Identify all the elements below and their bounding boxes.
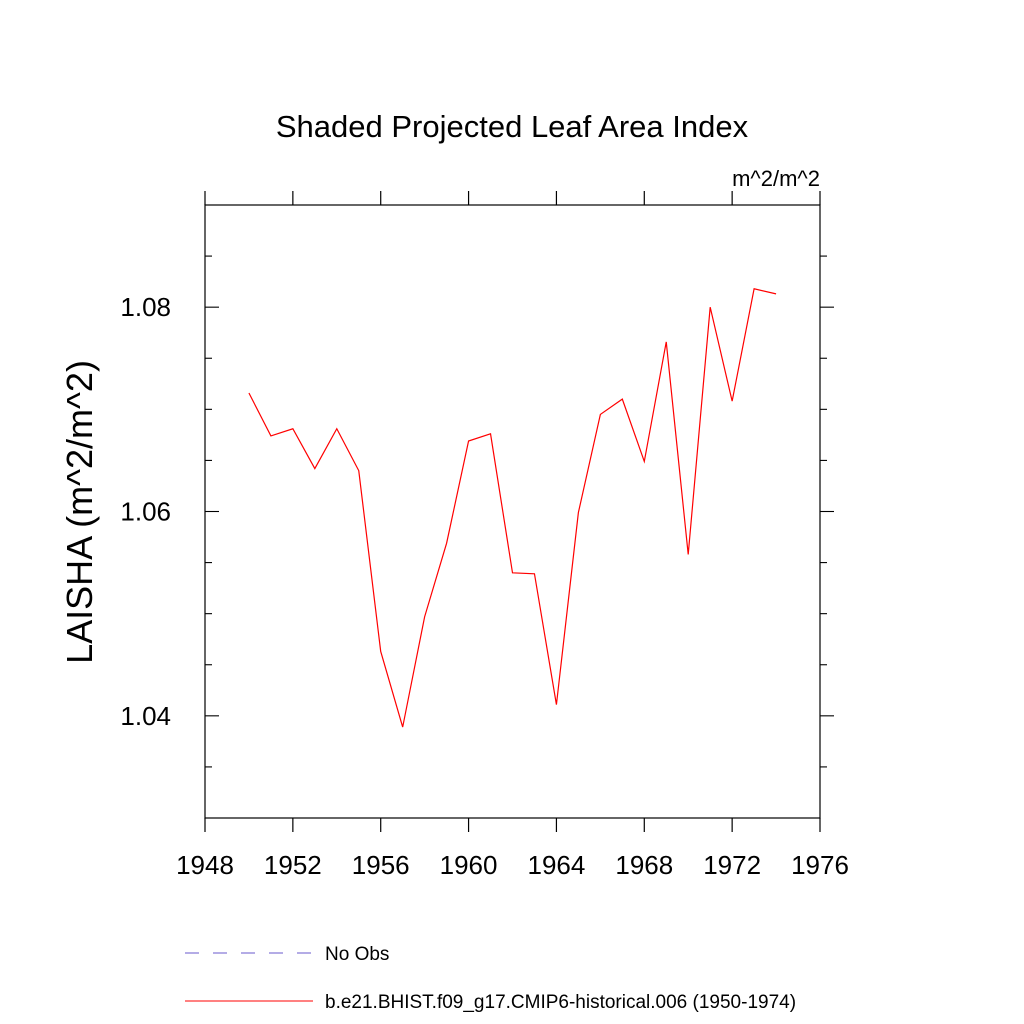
x-tick-label: 1972	[703, 850, 761, 880]
legend-label: No Obs	[325, 944, 389, 965]
legend-label: b.e21.BHIST.f09_g17.CMIP6-historical.006…	[325, 992, 796, 1013]
x-tick-label: 1964	[528, 850, 586, 880]
y-axis-label: LAISHA (m^2/m^2)	[59, 360, 100, 664]
axis-ticks	[204, 191, 834, 832]
y-tick-label: 1.08	[120, 292, 171, 322]
x-tick-label: 1968	[615, 850, 673, 880]
y-tick-label: 1.04	[120, 701, 171, 731]
x-tick-label: 1948	[176, 850, 234, 880]
tick-labels: 1948 1952 1956 1960 1964 1968 1972 1976 1.04 1.06…	[120, 292, 849, 880]
x-tick-label: 1976	[791, 850, 849, 880]
x-tick-label: 1960	[440, 850, 498, 880]
x-tick-label: 1952	[264, 850, 322, 880]
series-layer	[248, 288, 777, 728]
data-series-line	[248, 288, 777, 728]
legend: No Obs b.e21.BHIST.f09_g17.CMIP6-historic…	[185, 944, 796, 1013]
chart-title: Shaded Projected Leaf Area Index	[276, 109, 749, 144]
y-tick-label: 1.06	[120, 497, 171, 527]
x-tick-label: 1956	[352, 850, 410, 880]
units-label: m^2/m^2	[732, 166, 820, 191]
plot-frame	[204, 204, 821, 819]
